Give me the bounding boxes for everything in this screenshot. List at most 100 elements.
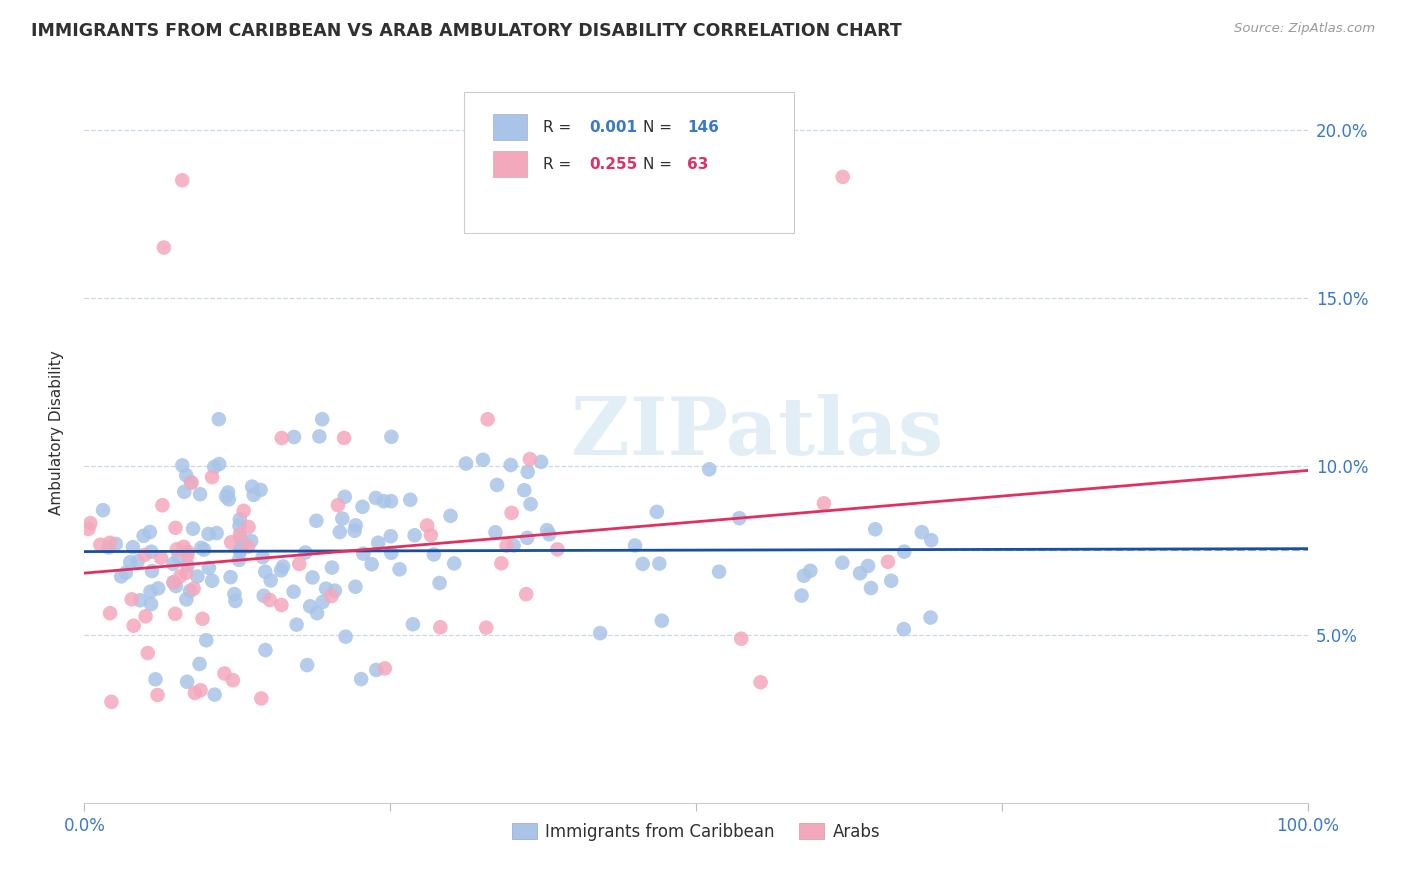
Point (188, 487, 211, 501)
Point (129, 593, 152, 607)
Point (301, 570, 323, 584)
Point (295, 658, 318, 673)
Point (880, 574, 903, 588)
Point (193, 542, 215, 557)
Text: 146: 146 (688, 120, 720, 135)
Point (250, 691, 273, 706)
Point (139, 524, 162, 539)
Point (260, 574, 283, 588)
Point (373, 494, 395, 508)
Point (423, 548, 446, 562)
Point (229, 531, 252, 545)
FancyBboxPatch shape (494, 114, 527, 140)
Point (865, 522, 887, 536)
Point (176, 674, 198, 689)
Point (515, 587, 537, 601)
Text: 63: 63 (688, 157, 709, 172)
Point (519, 452, 541, 467)
Point (167, 550, 190, 565)
Text: 0.255: 0.255 (589, 157, 638, 172)
Point (229, 544, 252, 558)
Point (380, 494, 402, 508)
Point (380, 546, 402, 560)
Point (429, 620, 451, 634)
Point (181, 522, 204, 536)
Point (120, 555, 142, 569)
Point (254, 565, 277, 579)
Point (190, 541, 212, 555)
Point (139, 584, 162, 599)
Point (502, 539, 524, 553)
Point (651, 614, 673, 628)
Point (104, 537, 127, 551)
Point (79, 516, 101, 531)
Point (218, 492, 240, 507)
Point (374, 661, 396, 675)
Point (360, 558, 382, 572)
Point (238, 540, 260, 554)
Point (516, 531, 538, 545)
Point (443, 557, 465, 571)
Point (201, 574, 224, 588)
Point (100, 695, 122, 709)
Point (330, 511, 353, 525)
Point (538, 527, 561, 541)
Point (145, 673, 167, 687)
Point (176, 558, 198, 573)
Point (893, 622, 915, 636)
Point (491, 557, 513, 571)
Point (501, 506, 523, 520)
FancyBboxPatch shape (494, 152, 527, 178)
Point (920, 610, 942, 624)
Point (589, 626, 612, 640)
Point (697, 462, 720, 476)
Point (333, 431, 356, 445)
Point (308, 429, 330, 443)
Point (350, 672, 373, 686)
Point (648, 557, 671, 571)
Point (240, 480, 263, 494)
Text: R =: R = (543, 157, 576, 172)
Point (546, 542, 568, 557)
Point (190, 683, 212, 698)
Point (132, 529, 155, 543)
Point (728, 511, 751, 525)
Point (749, 675, 772, 690)
Point (513, 483, 536, 498)
Y-axis label: Ambulatory Disability: Ambulatory Disability (49, 351, 63, 515)
Point (831, 169, 853, 184)
Point (495, 539, 517, 553)
Point (254, 643, 277, 657)
Point (188, 657, 211, 671)
Point (172, 173, 194, 187)
Point (201, 470, 224, 484)
Point (283, 430, 305, 444)
Point (186, 569, 208, 583)
Point (169, 569, 191, 583)
Point (416, 518, 439, 533)
Point (790, 589, 813, 603)
Point (97, 541, 120, 555)
Point (388, 562, 411, 576)
Text: 0.001: 0.001 (589, 120, 637, 135)
Point (165, 607, 187, 621)
Point (204, 688, 226, 702)
Point (271, 559, 294, 574)
Point (799, 564, 821, 578)
Point (165, 521, 187, 535)
Point (184, 686, 207, 700)
Point (484, 525, 506, 540)
Point (89, 538, 111, 552)
Point (366, 663, 388, 677)
Point (135, 609, 157, 624)
Point (486, 478, 509, 492)
Point (307, 606, 329, 620)
Point (174, 566, 197, 580)
Point (329, 524, 352, 539)
Point (530, 455, 553, 469)
Point (222, 673, 245, 688)
Point (141, 564, 163, 578)
Point (419, 528, 441, 542)
Point (202, 459, 225, 474)
Point (920, 533, 942, 548)
